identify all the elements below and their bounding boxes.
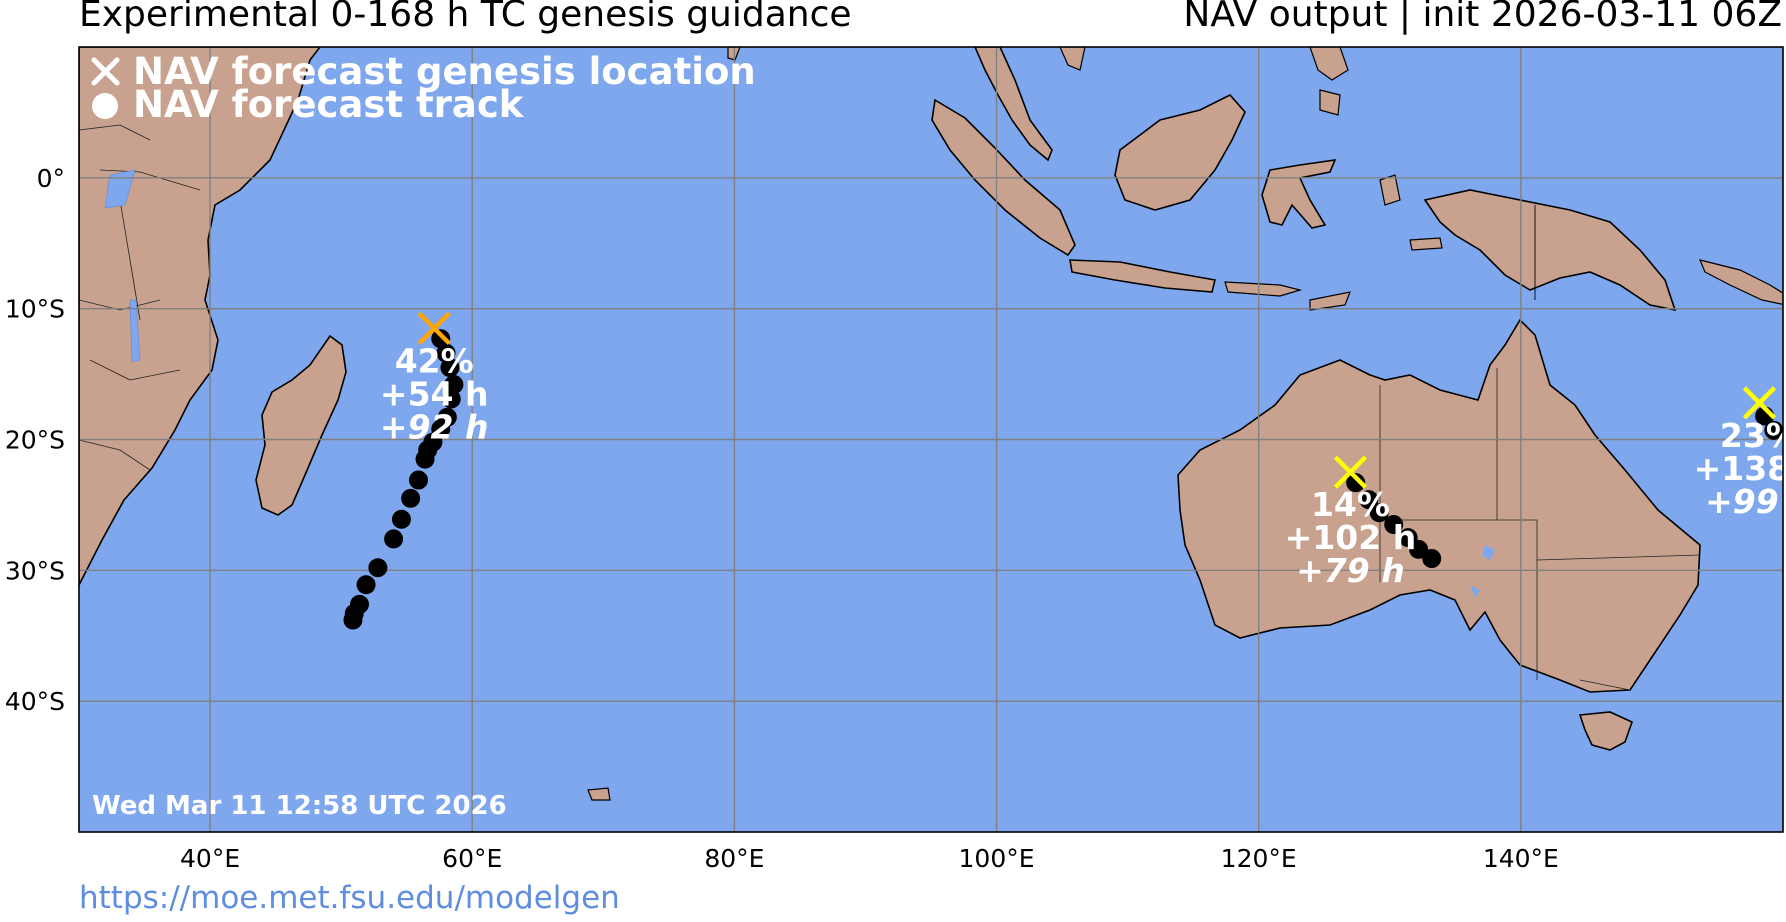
genesis-time: +102 h [1285, 518, 1417, 557]
lon-tick-label: 120°E [1221, 844, 1297, 873]
map-frame [78, 46, 1784, 833]
storm-duration: +92 h [380, 407, 489, 446]
track-point [415, 449, 435, 469]
track-point [1359, 490, 1379, 510]
track-point [441, 389, 461, 409]
track-point [368, 558, 388, 578]
storm-duration: +79 h [1296, 551, 1405, 590]
land-new-guinea [1423, 189, 1677, 312]
axis-ticks: 40°E 60°E 80°E 100°E 120°E 140°E 0° 10°S 20°S 30°… [5, 164, 1559, 873]
track-point [1384, 515, 1404, 535]
track-point [356, 575, 376, 595]
land-layer [79, 47, 1783, 801]
genesis-probability: 42% [395, 341, 474, 380]
track-point [401, 488, 421, 508]
legend-label-track: NAV forecast track [133, 83, 525, 126]
genesis-time: +138 h [1694, 449, 1786, 488]
land-tasmania [1578, 711, 1633, 751]
track-point [1346, 473, 1366, 493]
legend-label-genesis: NAV forecast genesis location [133, 50, 756, 93]
land-madagascar [255, 334, 347, 516]
system-1-track [343, 329, 464, 630]
lat-tick-label: 20°S [5, 426, 65, 455]
land-africa [79, 47, 322, 586]
system-2-track [1346, 473, 1442, 569]
graticule [79, 47, 1783, 832]
lat-tick-label: 10°S [5, 295, 65, 324]
lon-tick-label: 60°E [442, 844, 502, 873]
lat-tick-label: 40°S [5, 687, 65, 716]
forecast-tracks [343, 311, 1783, 630]
lon-tick-label: 140°E [1483, 844, 1559, 873]
x-icon [91, 57, 120, 86]
track-point [391, 509, 411, 529]
track-point [436, 343, 456, 363]
genesis-x-icon [1742, 386, 1776, 420]
genesis-probability: 14% [1311, 485, 1390, 524]
genesis-time: +54 h [380, 374, 489, 413]
lat-tick-label: 30°S [5, 556, 65, 585]
genesis-map: 42%+54 h+92 h 14%+102 h+79 h 23%+138 h+99 … [5, 46, 1786, 873]
dot-icon [92, 93, 118, 119]
track-point [440, 358, 460, 378]
land-java [1069, 259, 1216, 293]
track-point [408, 470, 428, 490]
lon-tick-label: 80°E [704, 844, 764, 873]
lon-tick-label: 40°E [180, 844, 240, 873]
track-point [343, 610, 363, 630]
land-australia [1177, 318, 1701, 693]
genesis-probability: 23% [1720, 416, 1786, 455]
track-point [1369, 503, 1389, 523]
genesis-x-icon [417, 311, 451, 345]
lat-tick-label: 0° [37, 164, 65, 193]
model-init-label: NAV output | init 2026-03-11 06Z [1183, 0, 1782, 35]
track-point [384, 529, 404, 549]
track-point [431, 329, 451, 349]
track-point [1422, 549, 1442, 569]
genesis-x-icon [1333, 455, 1368, 489]
source-url[interactable]: https://moe.met.fsu.edu/modelgen [79, 880, 620, 916]
system-labels: 42%+54 h+92 h 14%+102 h+79 h 23%+138 h+99 … [380, 341, 1786, 590]
map-timestamp: Wed Mar 11 12:58 UTC 2026 [92, 791, 507, 821]
track-point [444, 375, 464, 395]
legend: NAV forecast genesis location NAV foreca… [91, 50, 756, 126]
storm-duration: +99 h [1705, 482, 1786, 521]
map-title: Experimental 0-168 h TC genesis guidance [79, 0, 852, 35]
land-borneo [1114, 94, 1246, 211]
land-malay [974, 47, 1053, 162]
track-point [1764, 420, 1783, 440]
lon-tick-label: 100°E [959, 844, 1035, 873]
land-sulawesi [1261, 159, 1337, 229]
